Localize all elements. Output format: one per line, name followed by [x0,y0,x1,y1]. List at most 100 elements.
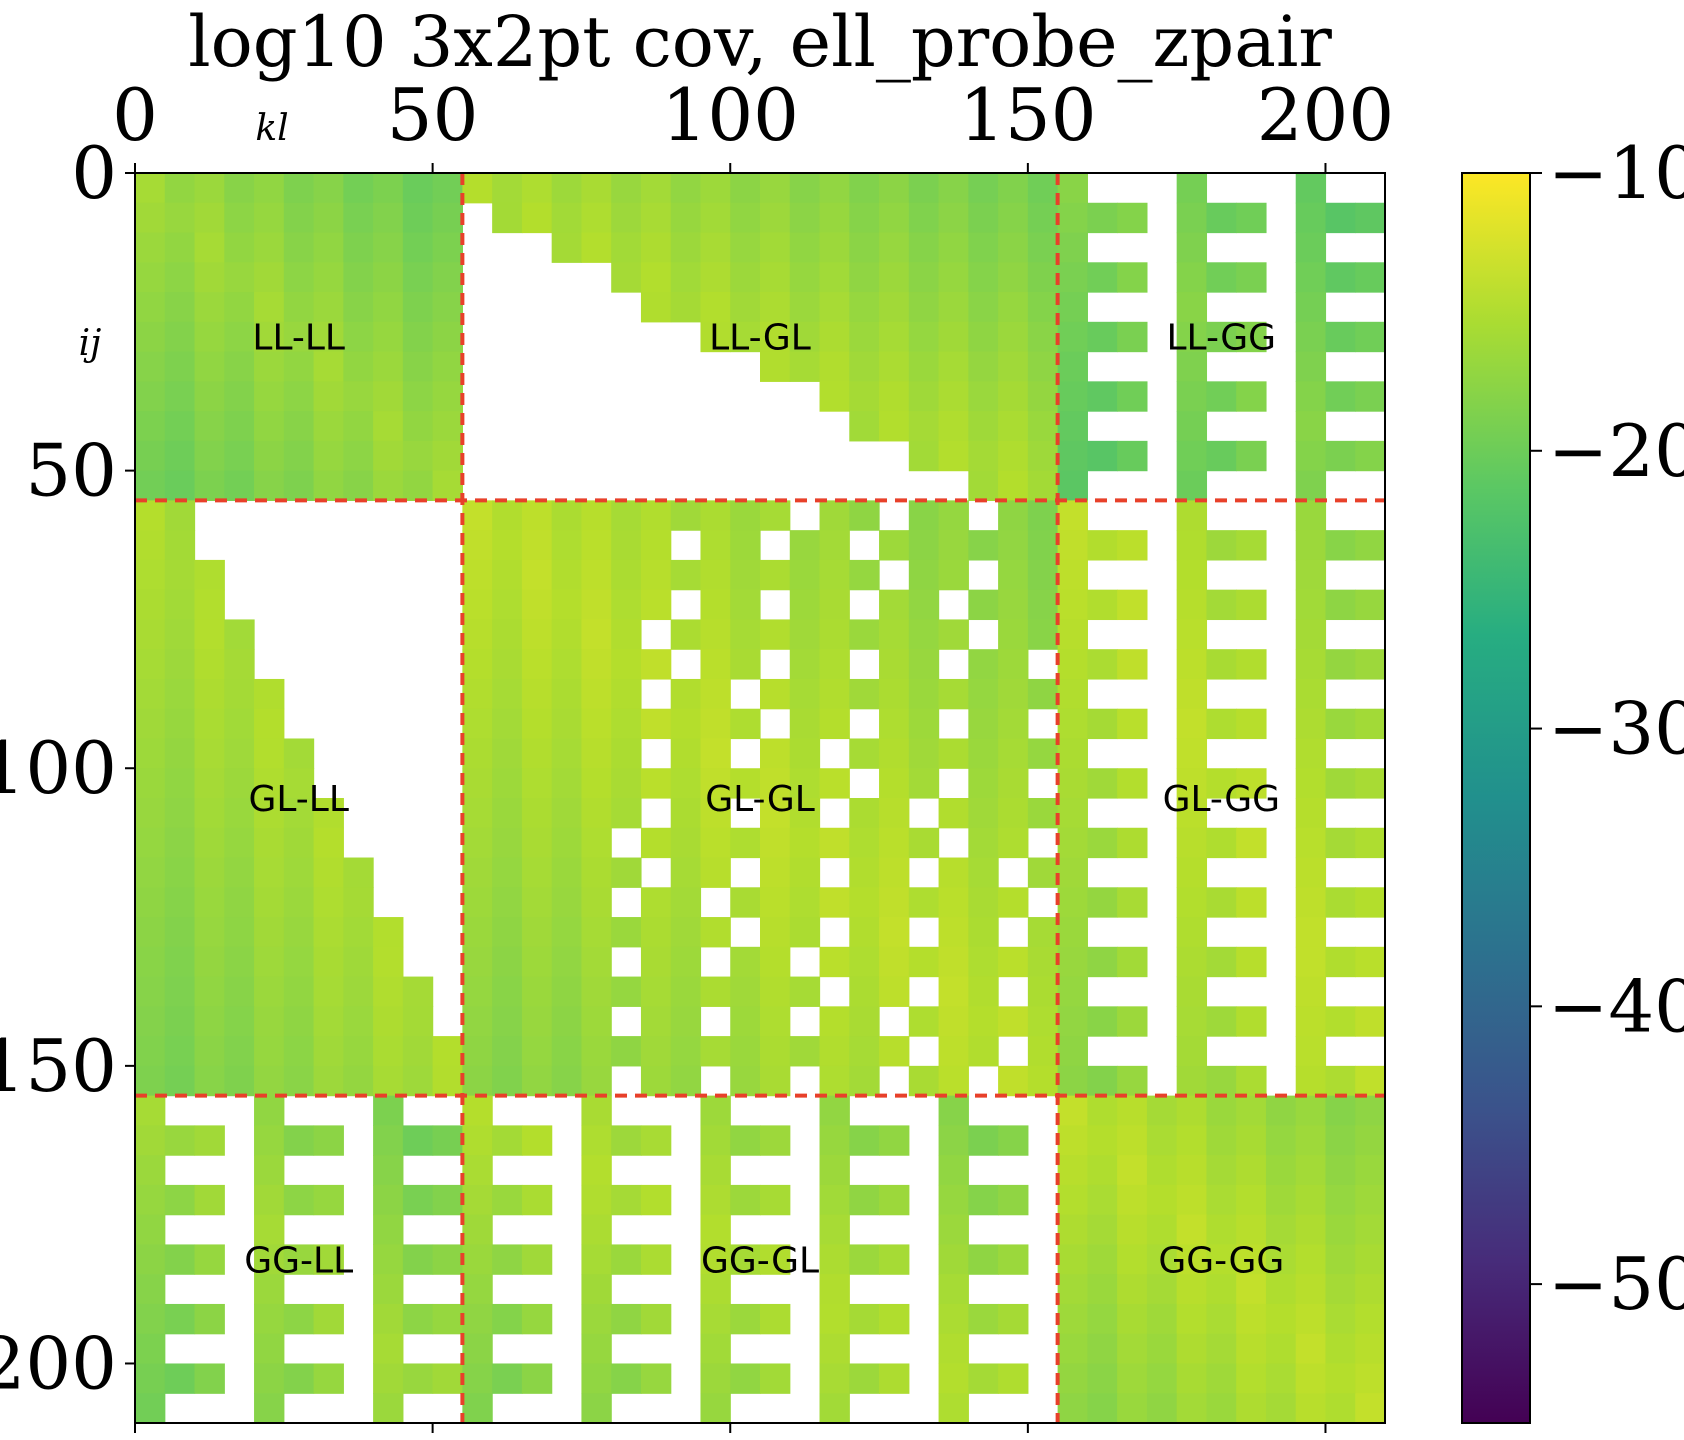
heatmap-cell [968,589,999,621]
heatmap-cell [224,1006,255,1037]
heatmap-cell [254,1244,285,1275]
heatmap-cell [254,1184,285,1216]
heatmap-cell [492,649,523,680]
heatmap-cell [1236,1006,1267,1037]
heatmap-cell [849,202,880,234]
heatmap-cell [1087,1244,1118,1275]
heatmap-cell [492,1065,523,1097]
heatmap-cell [135,589,166,621]
heatmap-cell [1057,1274,1088,1305]
heatmap-cell [819,649,850,680]
heatmap-cell [313,1036,344,1067]
heatmap-cell [819,589,850,621]
heatmap-cell [730,292,761,323]
heatmap-cell [640,976,672,1007]
heatmap-cell [670,738,702,769]
heatmap-cell [1295,946,1327,978]
heatmap-cell [1295,1303,1327,1335]
heatmap-cell [819,768,850,799]
heatmap-cell [879,381,910,412]
heatmap-cell [819,262,850,293]
heatmap-cell [1265,1214,1297,1246]
heatmap-cell [730,500,761,531]
heatmap-cell [194,768,225,799]
heatmap-cell [1236,827,1267,859]
heatmap-cell [1325,649,1356,680]
heatmap-cell [1355,649,1385,680]
heatmap-cell [521,1303,553,1335]
heatmap-cell [938,232,969,263]
heatmap-cell [1206,1333,1237,1365]
heatmap-cell [968,470,999,501]
heatmap-cell [819,1006,850,1037]
heatmap-cell [611,649,642,680]
heatmap-cell [164,440,196,472]
heatmap-cell [968,411,999,442]
heatmap-cell [462,1036,493,1067]
heatmap-cell [462,1155,493,1186]
heatmap-cell [462,827,493,859]
heatmap-cell [135,1095,166,1126]
heatmap-cell [343,411,374,442]
heatmap-cell [1087,1184,1118,1216]
heatmap-cell [879,917,910,948]
heatmap-cell [373,1214,404,1246]
heatmap-cell [492,173,523,204]
heatmap-cell [760,976,791,1007]
y-axis-ticks: 0 50 100 150 200 [0,131,135,1405]
heatmap-cell [908,440,940,472]
heatmap-cell [640,768,672,799]
heatmap-cell [432,440,463,472]
heatmap-cell [1117,1214,1148,1246]
heatmap-cell [373,1006,404,1037]
heatmap-cell [1355,1125,1385,1156]
heatmap-cell [1057,589,1088,621]
heatmap-cell [879,619,910,650]
heatmap-cell [819,351,850,382]
heatmap-cell [164,321,196,353]
heatmap-cell [1295,1333,1327,1365]
heatmap-cell [849,559,880,591]
heatmap-cell [581,946,612,978]
heatmap-cell [998,1065,1029,1097]
heatmap-cell [551,917,583,948]
heatmap-cells [135,173,1385,1423]
heatmap-cell [611,1303,642,1335]
heatmap-cell [1295,1125,1327,1156]
heatmap-cell [1117,1155,1148,1186]
heatmap-cell [432,292,463,323]
heatmap-cell [1146,1274,1178,1305]
heatmap-cell [402,1184,434,1216]
heatmap-cell [1265,1184,1297,1216]
heatmap-cell [670,976,702,1007]
heatmap-cell [313,1244,344,1275]
heatmap-cell [670,292,702,323]
heatmap-cell [1117,202,1148,234]
heatmap-cell [1057,678,1088,710]
heatmap-cell [1057,887,1088,918]
heatmap-cell [1057,1393,1088,1423]
heatmap-cell [462,1184,493,1216]
heatmap-cell [1236,1155,1267,1186]
heatmap-cell [730,946,761,978]
heatmap-cell [462,768,493,799]
heatmap-cell [1087,1303,1118,1335]
heatmap-cell [1236,768,1267,799]
heatmap-cell [521,798,553,829]
heatmap-cell [789,917,821,948]
heatmap-cell [432,381,463,412]
heatmap-cell [581,1393,612,1423]
heatmap-cell [283,262,315,293]
heatmap-cell [611,530,642,561]
heatmap-cell [492,887,523,918]
heatmap-cell [254,1274,285,1305]
heatmap-cell [1236,1065,1267,1097]
heatmap-cell [1146,1155,1178,1186]
heatmap-cell [908,381,940,412]
heatmap-cell [760,1125,791,1156]
heatmap-cell [968,530,999,561]
heatmap-cell [819,321,850,353]
heatmap-cell [938,351,969,382]
heatmap-cell [492,1303,523,1335]
heatmap-cell [908,173,940,204]
